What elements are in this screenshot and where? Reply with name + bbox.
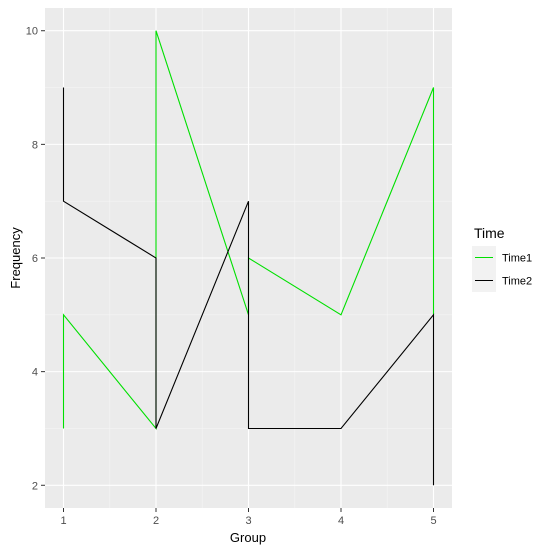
axis-ticks [41, 30, 434, 512]
legend: Time Time1 Time2 [472, 225, 532, 292]
y-tick-label: 6 [32, 253, 38, 265]
x-tick-label: 5 [430, 515, 436, 527]
y-tick-labels: 2 4 6 8 10 [26, 26, 38, 493]
x-tick-label: 3 [245, 515, 251, 527]
series-line-time2 [62, 87, 435, 486]
legend-label: Time1 [502, 253, 532, 265]
x-tick-label: 2 [153, 515, 159, 527]
x-tick-labels: 1 2 3 4 5 [60, 515, 436, 527]
x-tick-label: 1 [60, 515, 66, 527]
y-tick-label: 2 [32, 480, 38, 492]
series-lines [62, 30, 435, 486]
x-axis-title: Group [230, 530, 266, 545]
y-tick-label: 8 [32, 139, 38, 151]
legend-label: Time2 [502, 276, 532, 288]
legend-items: Time1 Time2 [472, 246, 532, 292]
y-tick-label: 10 [26, 26, 38, 38]
y-tick-label: 4 [32, 367, 38, 379]
x-tick-label: 4 [338, 515, 344, 527]
legend-title: Time [474, 225, 505, 241]
y-axis-title: Frequency [8, 227, 23, 289]
